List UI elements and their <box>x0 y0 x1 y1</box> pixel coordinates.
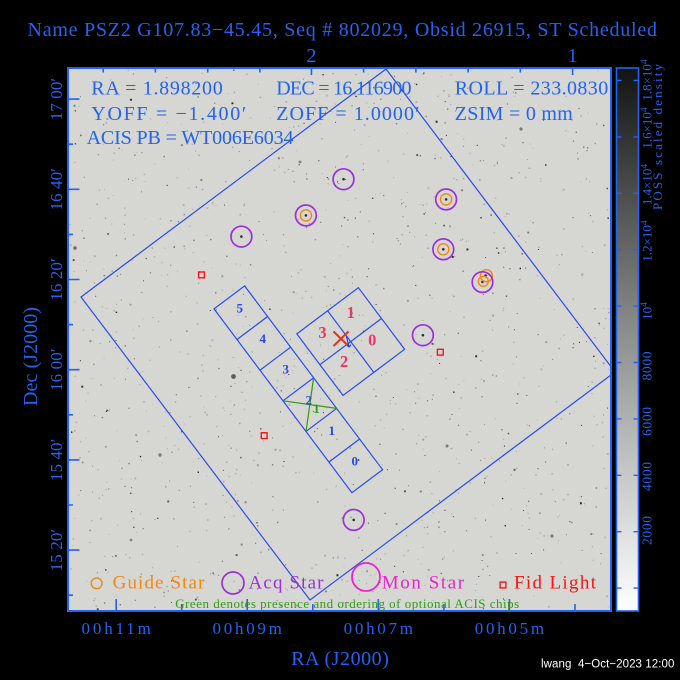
svg-text:ZOFF = 1.0000′: ZOFF = 1.0000′ <box>276 103 419 125</box>
svg-text:2: 2 <box>306 392 313 407</box>
svg-text:YOFF = −1.400′: YOFF = −1.400′ <box>91 103 246 125</box>
svg-text:2000: 2000 <box>640 516 655 545</box>
svg-text:Guide Star: Guide Star <box>113 573 205 594</box>
svg-text:4000: 4000 <box>640 462 655 491</box>
svg-text:16 20′: 16 20′ <box>47 258 66 301</box>
svg-text:15 40′: 15 40′ <box>47 439 66 482</box>
svg-text:3: 3 <box>283 362 290 377</box>
svg-text:RA = 1.898200: RA = 1.898200 <box>91 78 222 100</box>
svg-text:17 00′: 17 00′ <box>47 78 66 121</box>
svg-text:ZSIM = 0 mm: ZSIM = 0 mm <box>455 103 573 125</box>
svg-text:DEC = 16.116900: DEC = 16.116900 <box>276 78 411 100</box>
svg-text:ROLL = 233.0830: ROLL = 233.0830 <box>455 78 608 100</box>
svg-text:6000: 6000 <box>640 407 655 436</box>
svg-text:1: 1 <box>313 401 320 416</box>
svg-text:0: 0 <box>352 454 359 469</box>
svg-text:Mon Star: Mon Star <box>382 573 465 594</box>
svg-text:5: 5 <box>237 300 244 315</box>
svg-text:0: 0 <box>368 331 376 350</box>
svg-text:15 20′: 15 20′ <box>47 529 66 572</box>
svg-text:00h05m: 00h05m <box>475 619 544 638</box>
svg-text:Fid Light: Fid Light <box>514 573 597 594</box>
svg-text:RA (J2000): RA (J2000) <box>291 648 389 670</box>
svg-text:lwang 4−Oct−2023 12:00: lwang 4−Oct−2023 12:00 <box>541 658 674 670</box>
svg-text:3: 3 <box>318 323 326 342</box>
svg-text:Name PSZ2 G107.83−45.45, Seq #: Name PSZ2 G107.83−45.45, Seq # 802029, O… <box>28 19 658 41</box>
svg-text:Green denotes presence and ord: Green denotes presence and ordering of o… <box>175 596 519 611</box>
svg-text:1.4×104: 1.4×104 <box>640 164 655 206</box>
svg-text:Acq Star: Acq Star <box>249 573 325 594</box>
svg-text:2: 2 <box>306 45 316 67</box>
svg-text:1.8×104: 1.8×104 <box>640 59 655 101</box>
svg-text:00h09m: 00h09m <box>213 619 282 638</box>
svg-text:ACIS PB = WT006E6034: ACIS PB = WT006E6034 <box>87 127 294 149</box>
svg-text:4: 4 <box>260 331 267 346</box>
svg-text:8000: 8000 <box>640 351 655 380</box>
svg-text:16 00′: 16 00′ <box>47 348 66 391</box>
svg-text:00h07m: 00h07m <box>344 619 413 638</box>
svg-text:2: 2 <box>340 352 348 371</box>
svg-text:POSS scaled density: POSS scaled density <box>650 64 665 211</box>
svg-text:00h11m: 00h11m <box>82 619 151 638</box>
svg-text:Dec (J2000): Dec (J2000) <box>20 307 42 406</box>
svg-text:1: 1 <box>568 45 578 67</box>
svg-text:1.2×104: 1.2×104 <box>640 220 655 262</box>
svg-text:1: 1 <box>329 423 336 438</box>
svg-text:1.6×104: 1.6×104 <box>640 107 655 149</box>
svg-text:1: 1 <box>347 303 355 322</box>
svg-text:16 40′: 16 40′ <box>47 168 66 211</box>
